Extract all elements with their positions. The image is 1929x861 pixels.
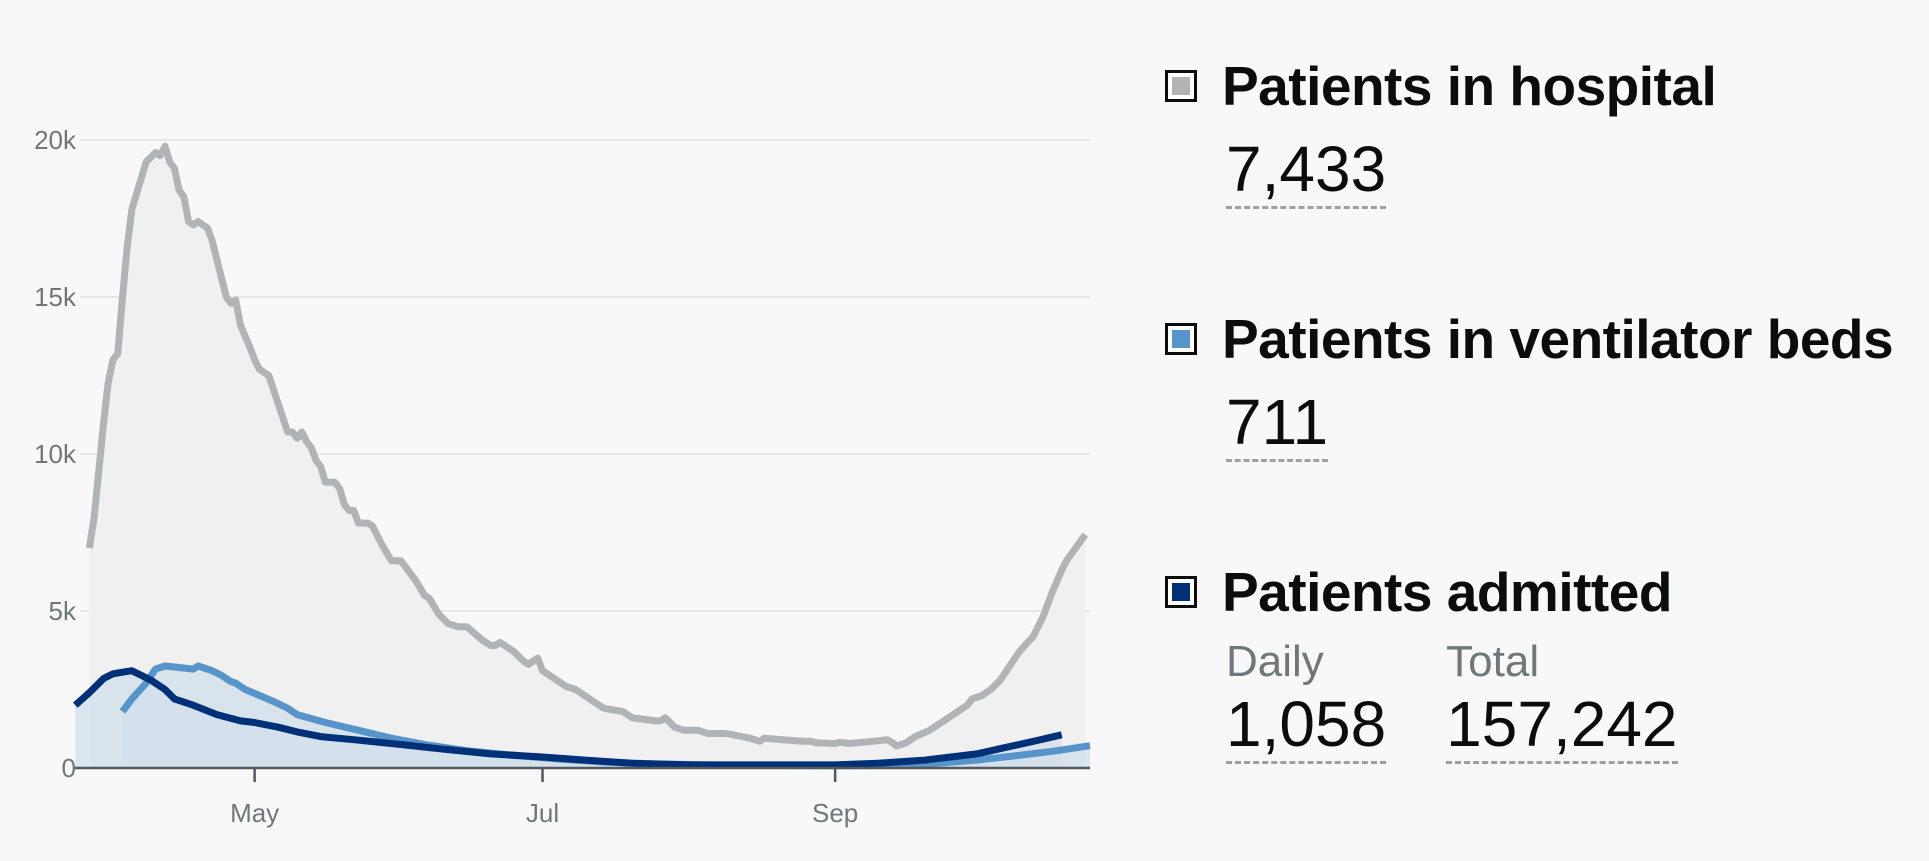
y-tick-label: 0 <box>62 753 76 783</box>
swatch-hospital-icon <box>1165 70 1197 102</box>
y-tick-label: 5k <box>49 596 77 626</box>
metric-value[interactable]: 711 <box>1226 387 1329 463</box>
series-area-2 <box>75 670 1062 768</box>
y-tick-label: 15k <box>34 282 77 312</box>
swatch-fill <box>1172 77 1190 95</box>
swatch-fill <box>1172 330 1190 348</box>
metric-patients-in-ventilator-beds: Patients in ventilator beds 711 <box>1165 305 1894 463</box>
series-area-0 <box>89 146 1086 769</box>
y-tick-label: 10k <box>34 439 77 469</box>
series-line-2 <box>72 667 1063 769</box>
daily-value[interactable]: 1,058 <box>1226 688 1387 765</box>
x-tick-label: Sep <box>812 798 858 828</box>
chart-areas <box>75 146 1090 769</box>
metric-patients-in-hospital: Patients in hospital 7,433 <box>1165 52 1717 210</box>
total-value[interactable]: 157,242 <box>1446 688 1678 765</box>
admitted-total: Total 157,242 <box>1446 636 1678 765</box>
series-line-0 <box>85 142 1089 750</box>
total-label: Total <box>1446 637 1540 686</box>
x-tick-label: Jul <box>526 798 559 828</box>
chart-legend: Patients in hospital 7,433 Patients in v… <box>1165 0 1929 861</box>
metric-title: Patients in ventilator beds <box>1222 308 1894 370</box>
swatch-ventilator-icon <box>1165 323 1197 355</box>
metric-patients-admitted: Patients admitted Daily 1,058 Total 157,… <box>1165 558 1678 765</box>
daily-label: Daily <box>1226 637 1324 686</box>
metric-value[interactable]: 7,433 <box>1226 134 1387 210</box>
metric-title: Patients admitted <box>1222 561 1672 623</box>
admitted-daily: Daily 1,058 <box>1226 636 1387 765</box>
swatch-admitted-icon <box>1165 576 1197 608</box>
swatch-fill <box>1172 583 1190 601</box>
metric-title: Patients in hospital <box>1222 55 1717 117</box>
hospital-chart: 0 5k 10k 15k 20k May Jul Sep <box>34 125 1091 828</box>
y-tick-label: 20k <box>34 125 77 155</box>
x-tick-label: May <box>230 798 279 828</box>
chart-lines <box>72 142 1091 770</box>
chart-axes: 0 5k 10k 15k 20k May Jul Sep <box>34 125 1090 828</box>
